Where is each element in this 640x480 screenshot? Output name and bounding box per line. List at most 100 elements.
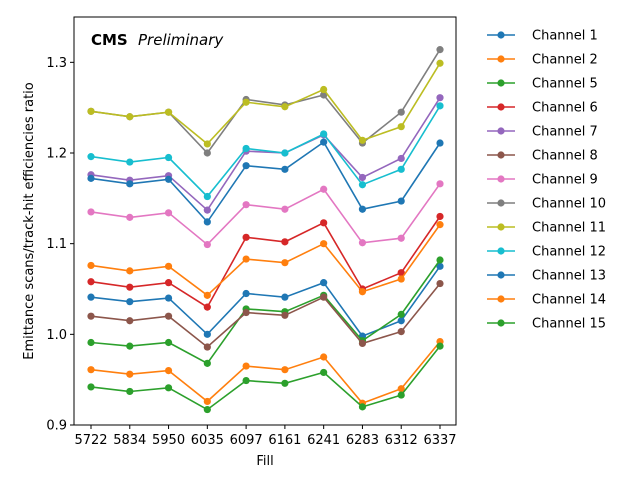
data-point	[126, 113, 134, 121]
data-point	[203, 218, 211, 226]
data-point	[164, 108, 173, 116]
legend-label: Channel 10	[532, 197, 606, 212]
data-point	[242, 289, 250, 298]
data-point	[87, 107, 95, 115]
data-point	[436, 46, 444, 54]
legend-label: Channel 15	[532, 317, 606, 332]
data-point	[436, 212, 444, 221]
data-point	[164, 312, 173, 320]
data-point	[164, 175, 173, 183]
data-point	[436, 139, 444, 147]
legend-marker	[497, 103, 505, 111]
legend-marker	[497, 271, 505, 279]
legend-label: Channel 9	[532, 173, 598, 188]
data-point	[126, 158, 134, 166]
data-point	[242, 98, 250, 106]
data-point	[126, 342, 134, 350]
data-point	[358, 181, 367, 189]
series-line-5	[90, 97, 441, 212]
legend-label: Channel 14	[532, 293, 606, 308]
data-point	[242, 233, 250, 241]
series-line-11	[90, 140, 441, 224]
data-point	[358, 205, 367, 213]
x-axis: 5722 5834 5950 6035 6097 6161 6241 6283 6312 6337	[74, 425, 457, 448]
series-layer	[87, 46, 444, 414]
data-point	[242, 308, 250, 317]
legend-label: Channel 11	[532, 221, 606, 236]
data-point	[87, 261, 95, 270]
data-point	[320, 240, 328, 248]
data-point	[320, 138, 328, 146]
data-point	[397, 108, 405, 116]
legend-marker	[497, 151, 505, 159]
data-point	[281, 366, 289, 374]
data-point	[164, 279, 173, 287]
data-point	[320, 279, 328, 287]
data-point	[242, 376, 250, 385]
x-tick-label: 6337	[423, 433, 456, 448]
legend-label: Channel 5	[532, 77, 598, 92]
data-point	[320, 219, 328, 227]
series-line-9	[90, 62, 441, 145]
data-point	[126, 370, 134, 378]
data-point	[397, 154, 405, 163]
legend-label: Channel 1	[532, 29, 598, 44]
data-point	[164, 338, 173, 347]
legend-marker	[497, 247, 505, 255]
series-line-13	[90, 345, 441, 411]
data-point	[87, 208, 95, 216]
y-tick-label: 1.1	[46, 237, 67, 252]
y-axis: 0.9 1.0 1.1 1.2 1.3	[46, 56, 74, 434]
legend-marker	[497, 127, 505, 135]
data-point	[397, 391, 405, 399]
data-point	[164, 262, 173, 270]
data-point	[320, 293, 328, 301]
data-point	[87, 174, 95, 182]
data-point	[87, 312, 95, 320]
plot-frame	[73, 16, 457, 426]
x-tick-label: 5722	[74, 433, 107, 448]
data-point	[358, 288, 367, 296]
data-point	[397, 275, 405, 283]
data-point	[436, 102, 444, 110]
data-point	[281, 165, 289, 173]
data-point	[397, 328, 405, 336]
data-point	[436, 180, 444, 188]
data-point	[320, 85, 328, 94]
data-point	[203, 192, 211, 201]
data-point	[397, 310, 405, 318]
data-point	[126, 387, 134, 396]
data-point	[436, 94, 444, 102]
data-point	[320, 353, 328, 361]
legend-marker	[497, 31, 505, 39]
legend-label: Channel 6	[532, 101, 598, 116]
data-point	[203, 343, 211, 351]
data-point	[203, 149, 211, 157]
data-point	[203, 405, 211, 414]
data-point	[242, 201, 250, 209]
data-point	[397, 269, 405, 277]
x-tick-label: 6035	[191, 433, 224, 448]
data-point	[436, 256, 444, 264]
data-point	[281, 259, 289, 267]
data-point	[397, 385, 405, 393]
data-point	[87, 153, 95, 161]
x-tick-label: 6161	[268, 433, 301, 448]
data-point	[397, 317, 405, 325]
y-axis-label: Emittance scans/track-hit efficiencies r…	[22, 82, 37, 360]
data-point	[164, 384, 173, 392]
data-point	[242, 255, 250, 263]
data-point	[203, 291, 211, 299]
data-point	[87, 278, 95, 286]
y-tick-label: 0.9	[46, 419, 67, 434]
data-point	[358, 173, 367, 182]
x-tick-label: 5950	[152, 433, 185, 448]
x-tick-label: 6283	[346, 433, 379, 448]
series-line-6	[90, 283, 441, 349]
data-point	[397, 165, 405, 173]
legend-marker	[497, 295, 505, 303]
series-line-4	[90, 216, 441, 309]
legend-label: Channel 13	[532, 269, 606, 284]
series-line-2	[90, 341, 441, 405]
legend-label: Channel 12	[532, 245, 606, 260]
